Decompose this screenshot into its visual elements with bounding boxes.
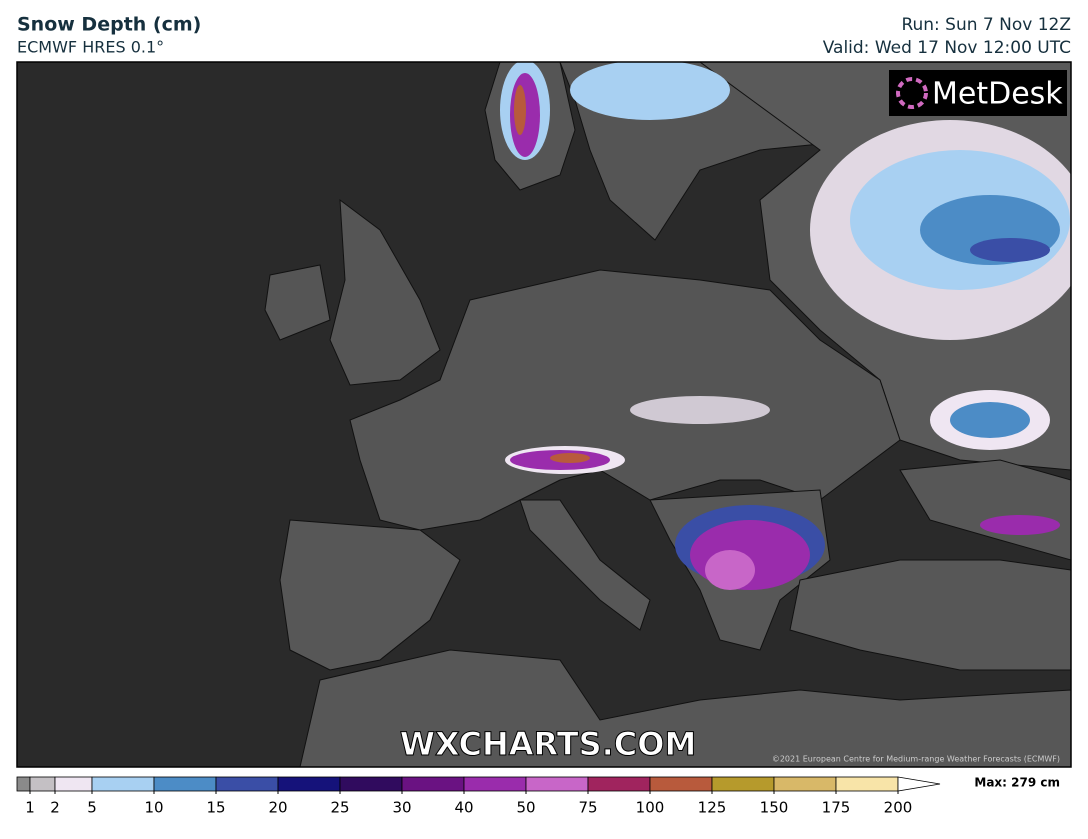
- colorbar-segment: [649, 776, 713, 792]
- watermark: WXCHARTS.COM: [400, 725, 697, 763]
- colorbar-segment: [773, 776, 837, 792]
- ireland: [264, 264, 331, 341]
- colorbar-tick-label: 5: [87, 799, 97, 817]
- colorbar-over-arrow: [897, 776, 941, 792]
- central-europe: [349, 269, 901, 531]
- colorbar-segment: [153, 776, 217, 792]
- colorbar-tick-label: 100: [636, 799, 665, 817]
- colorbar-segment: [525, 776, 589, 792]
- colorbar-tick-label: 175: [822, 799, 851, 817]
- map: MetDesk WXCHARTS.COM ©2021 European Cent…: [16, 61, 1072, 768]
- colorbar: 1 2 5 10 15 20 25 30 40 50 75 100 125 150 175 200: [16, 776, 941, 817]
- colorbar-tick-label: 20: [268, 799, 287, 817]
- logo: MetDesk: [932, 77, 1063, 112]
- colorbar-segment: [339, 776, 403, 792]
- britain: [329, 198, 441, 386]
- iberia: [279, 519, 461, 671]
- copyright: ©2021 European Centre for Medium-range W…: [772, 755, 1060, 764]
- colorbar-tick-label: 1: [25, 799, 35, 817]
- colorbar-segment: [29, 776, 56, 792]
- colorbar-tick-label: 15: [206, 799, 225, 817]
- colorbar-tick-label: 25: [330, 799, 349, 817]
- colorbar-tick-label: 40: [454, 799, 473, 817]
- colorbar-tick-label: 30: [392, 799, 411, 817]
- max-label: Max: 279 cm: [974, 776, 1060, 790]
- subtitle: ECMWF HRES 0.1°: [17, 38, 164, 57]
- colorbar-tick-label: 150: [760, 799, 789, 817]
- italy: [519, 499, 651, 631]
- colorbar-tick-label: 10: [144, 799, 163, 817]
- colorbar-segment: [587, 776, 651, 792]
- title: Snow Depth (cm): [17, 14, 201, 36]
- colorbar-segment: [54, 776, 93, 792]
- caucasus: [899, 459, 1071, 561]
- valid-time: Valid: Wed 17 Nov 12:00 UTC: [823, 38, 1071, 58]
- colorbar-tick-label: 125: [698, 799, 727, 817]
- colorbar-tick-label: 75: [578, 799, 597, 817]
- colorbar-tick-label: 200: [884, 799, 913, 817]
- colorbar-segment: [91, 776, 155, 792]
- colorbar-segment: [16, 776, 31, 792]
- turkey: [789, 559, 1071, 671]
- colorbar-tick-label: 2: [50, 799, 60, 817]
- colorbar-tick-label: 50: [516, 799, 535, 817]
- colorbar-segment: [277, 776, 341, 792]
- logo-box: [889, 70, 1067, 116]
- colorbar-segment: [215, 776, 279, 792]
- colorbar-segment: [463, 776, 527, 792]
- colorbar-segment: [401, 776, 465, 792]
- colorbar-segment: [835, 776, 899, 792]
- colorbar-segment: [711, 776, 775, 792]
- north-africa: [299, 649, 1071, 767]
- run-time: Run: Sun 7 Nov 12Z: [901, 15, 1071, 35]
